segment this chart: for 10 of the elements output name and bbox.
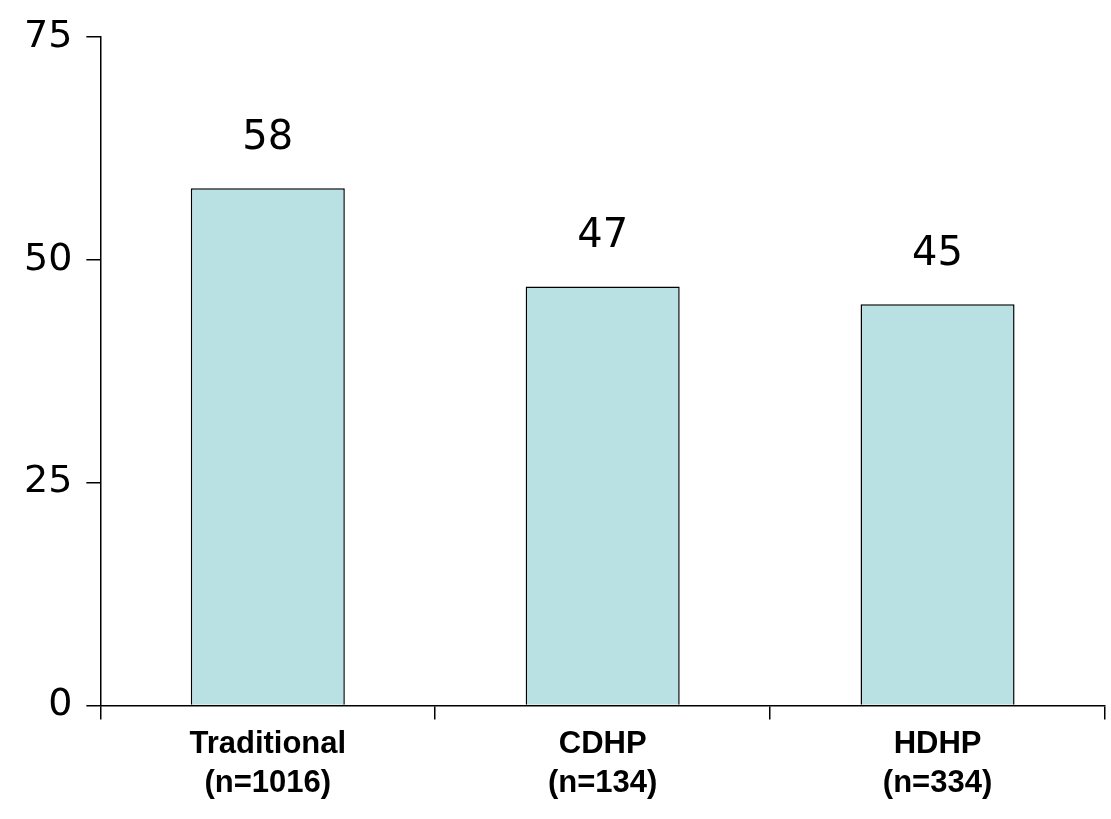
data-label: 45	[912, 227, 964, 274]
y-tick-label: 75	[23, 11, 73, 56]
y-tick-label: 0	[48, 680, 73, 725]
x-tick-label: Traditional (n=1016)	[189, 725, 347, 800]
data-label: 58	[242, 111, 294, 158]
y-tick-label: 25	[23, 457, 73, 502]
data-label: 47	[577, 209, 629, 256]
x-tick-label: CDHP (n=134)	[547, 725, 658, 800]
y-tick-label: 50	[23, 234, 73, 279]
x-tick-label: HDHP (n=334)	[882, 725, 993, 800]
